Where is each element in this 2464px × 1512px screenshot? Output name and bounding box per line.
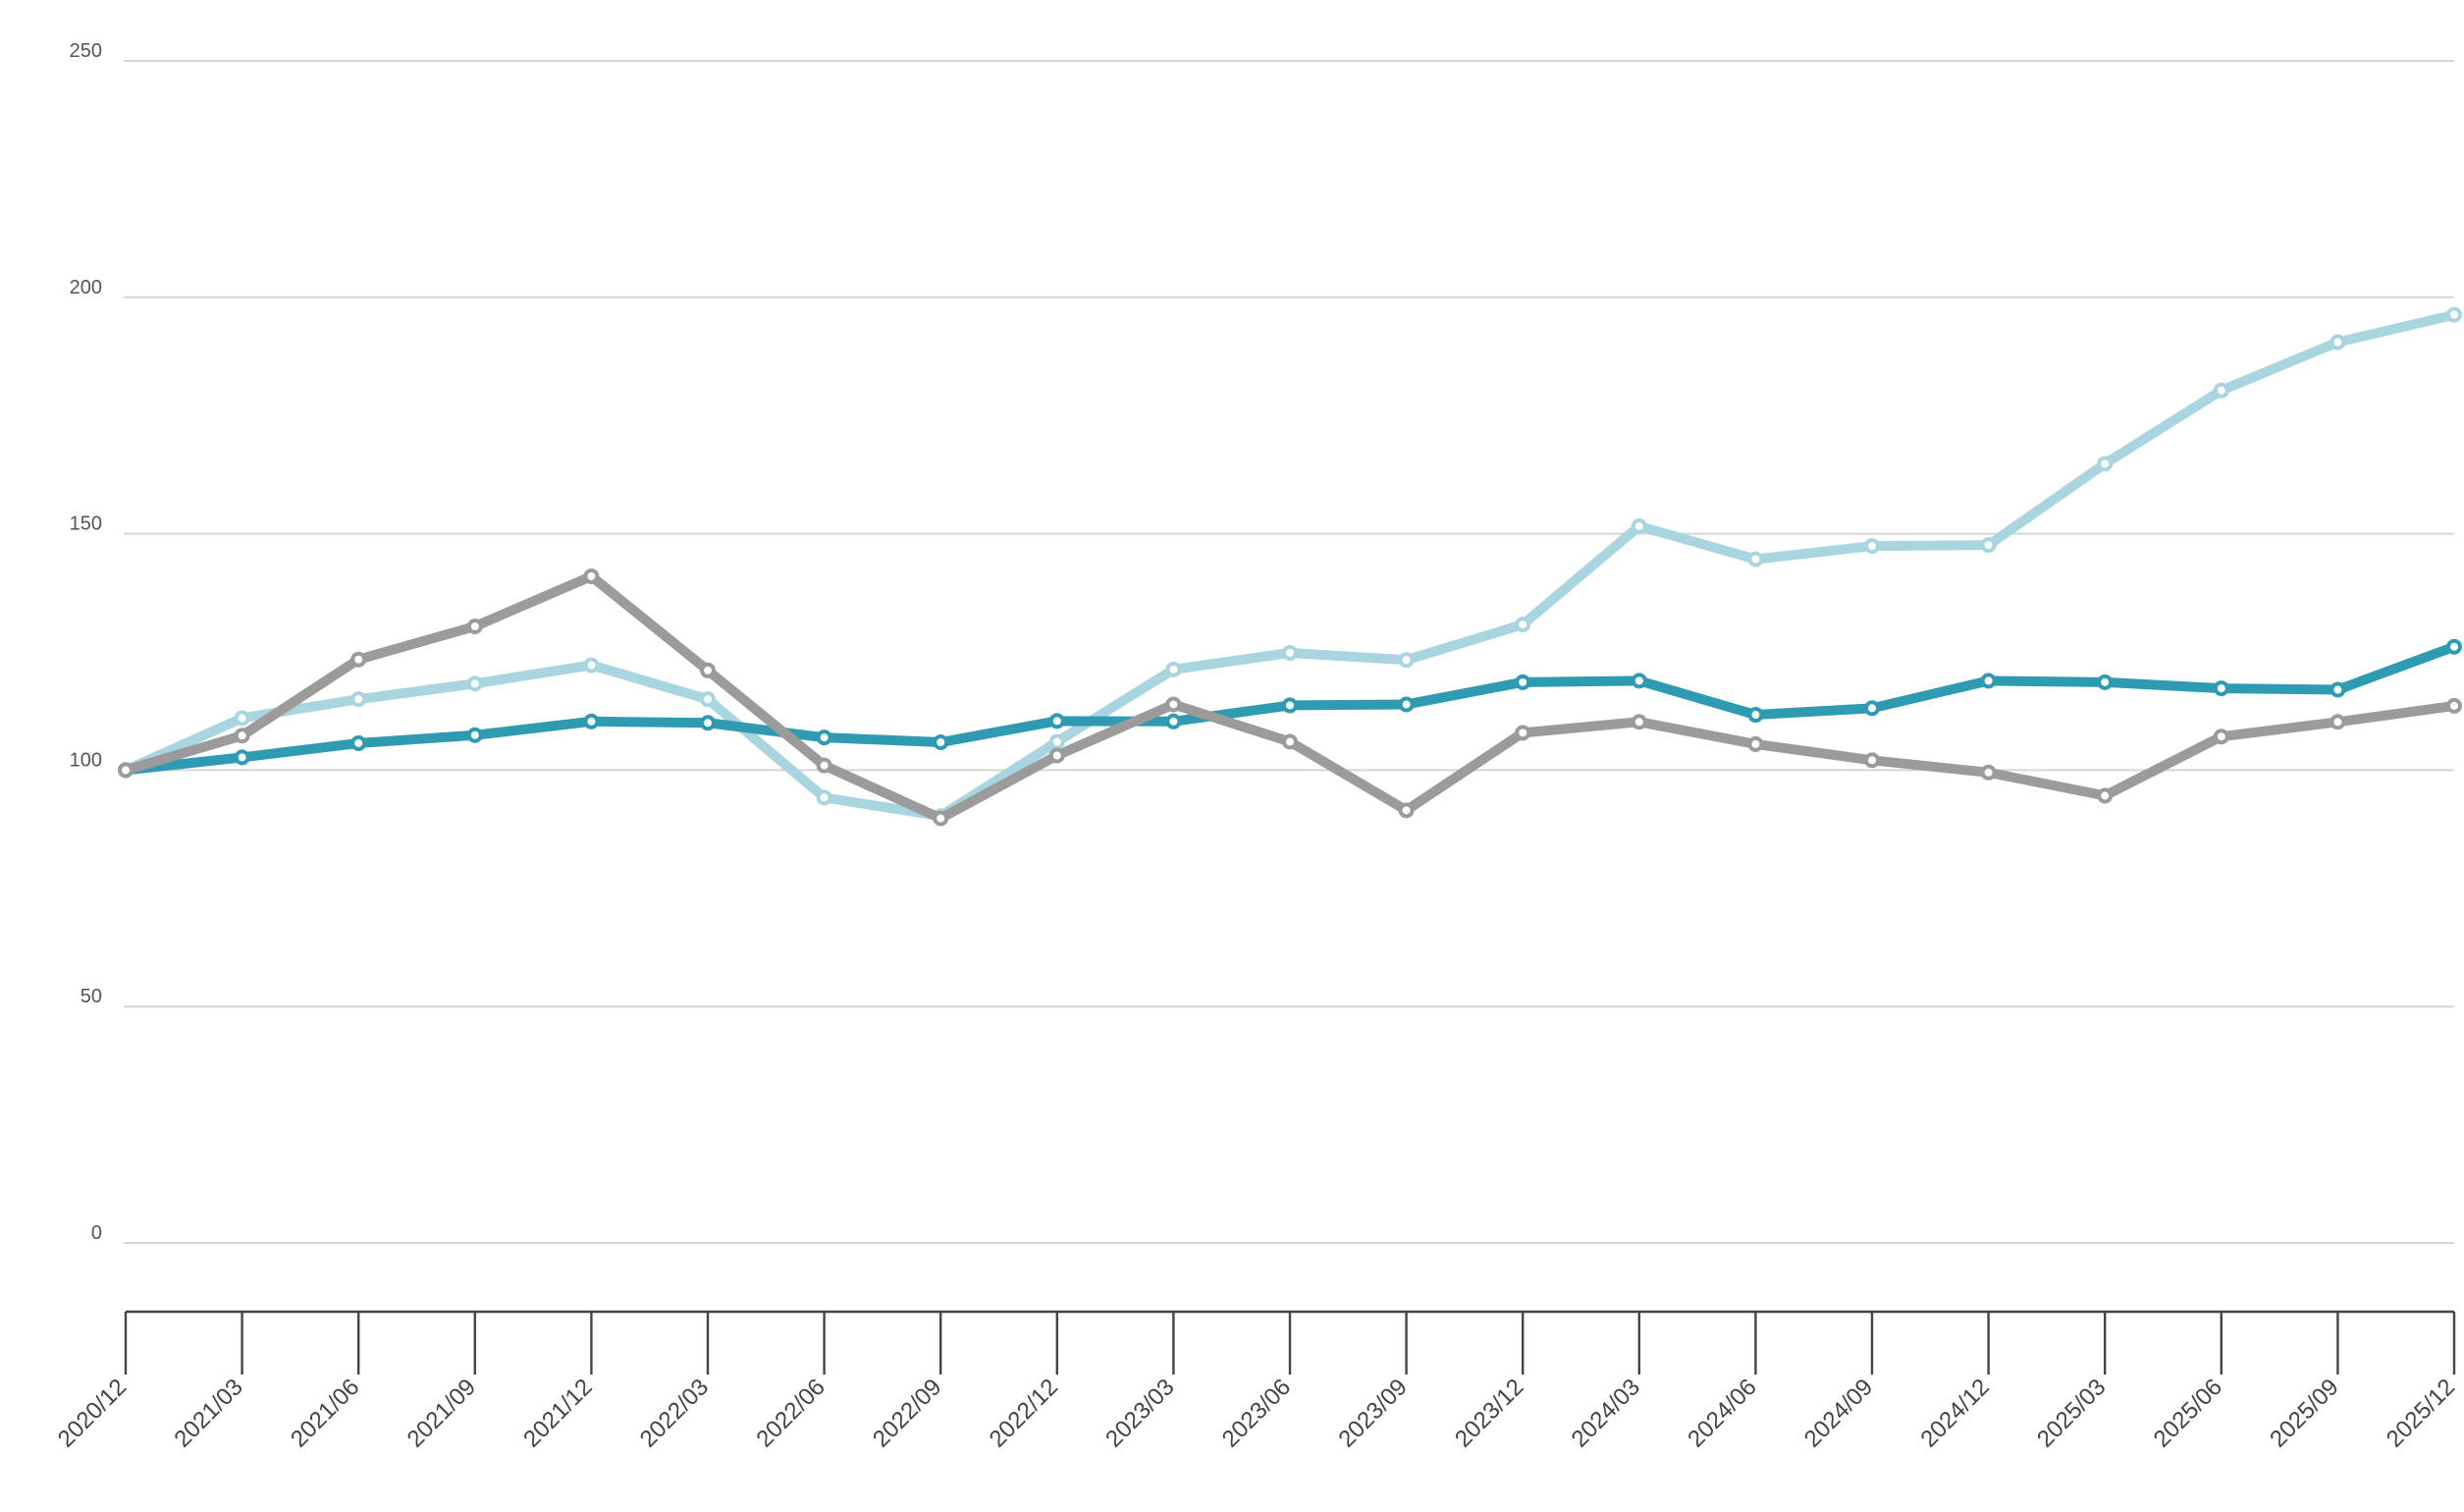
- x-tick-label: 2022/12: [985, 1374, 1063, 1452]
- x-tick-label: 2023/03: [1100, 1374, 1179, 1452]
- data-point: [700, 691, 716, 708]
- data-point: [1747, 551, 1764, 567]
- data-point: [1864, 700, 1880, 717]
- series-layer: [118, 306, 2462, 827]
- data-point: [1631, 673, 1647, 689]
- data-point: [2213, 382, 2229, 399]
- data-point: [1864, 538, 1880, 555]
- data-point: [466, 727, 483, 743]
- data-point: [1165, 696, 1182, 713]
- data-point: [1980, 537, 1997, 554]
- data-point: [1980, 764, 1997, 781]
- y-tick-label: 250: [70, 40, 102, 62]
- data-point: [1282, 644, 1298, 661]
- data-point: [2213, 729, 2229, 745]
- x-tick-label: 2024/06: [1683, 1374, 1761, 1452]
- data-point: [1398, 696, 1415, 713]
- data-point: [2446, 638, 2462, 655]
- x-tick-label: 2020/12: [53, 1374, 132, 1452]
- data-point: [1747, 707, 1764, 724]
- data-point: [1398, 802, 1415, 819]
- grid-layer: [124, 60, 2454, 1244]
- data-point: [1747, 735, 1764, 752]
- data-point: [350, 734, 367, 751]
- y-tick-label: 150: [70, 513, 102, 535]
- x-tick-label: 2023/06: [1217, 1374, 1296, 1452]
- x-tick-label: 2021/12: [518, 1374, 597, 1452]
- x-tick-label: 2023/12: [1450, 1374, 1528, 1452]
- data-point: [1631, 517, 1647, 534]
- data-point: [1048, 713, 1065, 729]
- y-tick-label: 200: [70, 277, 102, 298]
- data-point: [816, 789, 832, 806]
- x-tick-label: 2024/09: [1799, 1374, 1878, 1452]
- y-tick-label: 100: [70, 749, 102, 771]
- data-point: [2446, 306, 2462, 323]
- data-point: [2213, 680, 2229, 697]
- data-point: [1048, 733, 1065, 750]
- x-tick-label: 2022/06: [751, 1374, 830, 1452]
- data-point: [2097, 787, 2114, 804]
- data-point: [1631, 714, 1647, 730]
- x-tick-label: 2021/06: [286, 1374, 364, 1452]
- y-tick-label: 50: [80, 986, 102, 1007]
- x-tick-label: 2025/09: [2265, 1374, 2343, 1452]
- data-point: [1515, 725, 1531, 741]
- data-point: [234, 710, 250, 727]
- data-point: [1282, 733, 1298, 750]
- data-point: [1398, 652, 1415, 669]
- data-point: [234, 728, 250, 744]
- x-tick-label: 2025/12: [2382, 1374, 2460, 1452]
- data-point: [2330, 714, 2346, 730]
- data-point: [1515, 674, 1531, 690]
- x-tick-label: 2021/03: [169, 1374, 247, 1452]
- data-point: [933, 733, 949, 750]
- y-axis-labels: 0 50 100 150 200 250: [70, 40, 102, 1244]
- x-axis: 2020/12 2021/03 2021/06 2021/09 2021/12 2022/…: [53, 1310, 2460, 1453]
- data-point: [118, 762, 134, 779]
- y-tick-label: 0: [91, 1222, 102, 1244]
- data-point: [816, 729, 832, 746]
- x-tick-label: 2024/03: [1567, 1374, 1645, 1452]
- data-point: [2097, 674, 2114, 690]
- x-tick-label: 2025/03: [2032, 1374, 2111, 1452]
- x-tick-label: 2023/09: [1333, 1374, 1412, 1452]
- data-point: [2097, 456, 2114, 472]
- data-point: [816, 757, 832, 774]
- series-line: [121, 570, 2459, 824]
- data-point: [583, 567, 600, 584]
- series-3: [118, 567, 2462, 827]
- data-point: [1515, 617, 1531, 633]
- x-tick-label: 2025/06: [2149, 1374, 2227, 1452]
- data-point: [1048, 747, 1065, 764]
- data-point: [466, 675, 483, 692]
- data-point: [583, 713, 600, 729]
- data-point: [1980, 673, 1997, 689]
- data-point: [1165, 661, 1182, 677]
- x-tick-label: 2022/03: [635, 1374, 714, 1452]
- data-point: [700, 715, 716, 731]
- data-point: [2446, 697, 2462, 714]
- x-tick-label: 2021/09: [402, 1374, 481, 1452]
- data-point: [1165, 713, 1182, 729]
- data-point: [933, 810, 949, 827]
- series-2: [118, 638, 2462, 779]
- data-point: [700, 662, 716, 678]
- data-point: [2330, 681, 2346, 698]
- x-tick-label: 2024/12: [1915, 1374, 1994, 1452]
- data-point: [1864, 752, 1880, 769]
- data-point: [1282, 697, 1298, 714]
- data-point: [350, 691, 367, 708]
- data-point: [466, 618, 483, 634]
- data-point: [234, 749, 250, 766]
- x-tick-label: 2022/09: [868, 1374, 946, 1452]
- data-point: [350, 651, 367, 668]
- series-1: [118, 306, 2462, 825]
- data-point: [2330, 334, 2346, 351]
- data-point: [583, 657, 600, 674]
